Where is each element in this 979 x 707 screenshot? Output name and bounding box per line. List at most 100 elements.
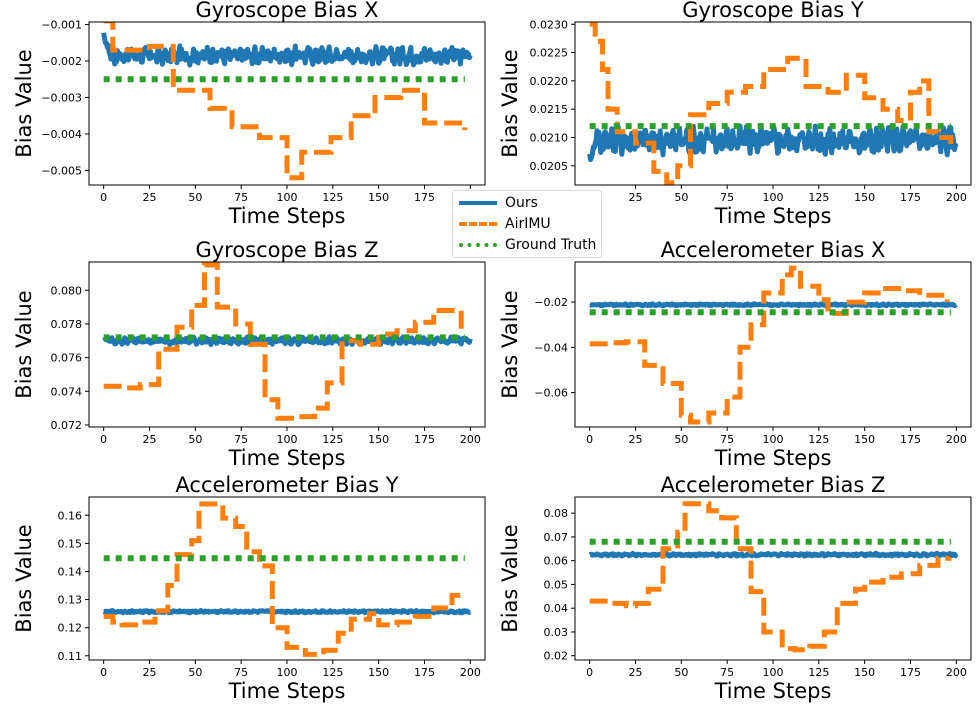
y-tick-label: 0.0215: [530, 103, 569, 116]
y-tick-label: 0.0225: [530, 47, 569, 60]
x-tick-label: 100: [763, 666, 784, 679]
series-line-airimu: [103, 22, 468, 181]
series-line-ours: [588, 301, 958, 309]
x-tick-label: 175: [414, 666, 435, 679]
x-tick-label: 50: [188, 191, 202, 204]
y-tick-label: −0.004: [41, 128, 82, 141]
y-tick-label: 0.0220: [530, 75, 569, 88]
x-tick-label: 125: [322, 666, 343, 679]
x-tick-label: 100: [277, 666, 298, 679]
y-axis-label: Bias Value: [12, 49, 36, 157]
x-tick-label: 125: [808, 433, 829, 446]
x-tick-label: 0: [100, 191, 107, 204]
chart-title: Gyroscope Bias Z: [195, 238, 378, 262]
plot-lines: [587, 22, 959, 185]
x-tick-label: 175: [900, 433, 921, 446]
x-tick-label: 50: [188, 433, 202, 446]
y-tick-label: 0.0210: [530, 131, 569, 144]
y-tick-label: 0.076: [51, 352, 83, 365]
y-axis-label: Bias Value: [498, 524, 522, 632]
legend-swatch-ground-truth: [459, 243, 497, 247]
y-tick-label: 0.11: [58, 650, 83, 663]
y-tick-label: 0.078: [51, 318, 83, 331]
series-line-ours: [101, 32, 473, 68]
x-tick-label: 50: [188, 666, 202, 679]
plot-lines: [102, 501, 472, 657]
legend-label-ours: Ours: [505, 195, 538, 211]
y-tick-label: 0.05: [544, 578, 569, 591]
chart-title: Accelerometer Bias X: [661, 238, 886, 262]
x-tick-label: 150: [368, 191, 389, 204]
x-axis-label: Time Steps: [714, 679, 832, 703]
series-line-airimu: [589, 265, 950, 425]
y-axis-label: Bias Value: [12, 290, 36, 398]
y-axis-label: Bias Value: [498, 49, 522, 157]
x-tick-label: 175: [900, 191, 921, 204]
series-line-ours: [587, 123, 959, 163]
chart-title: Gyroscope Bias Y: [682, 0, 864, 22]
x-tick-label: 25: [143, 191, 157, 204]
x-tick-label: 150: [368, 433, 389, 446]
x-tick-label: 150: [854, 191, 875, 204]
x-tick-label: 0: [100, 433, 107, 446]
y-tick-label: 0.02: [544, 650, 569, 663]
y-tick-label: −0.04: [534, 341, 568, 354]
x-tick-label: 125: [808, 666, 829, 679]
x-tick-label: 25: [629, 191, 643, 204]
legend-swatch-ours: [459, 201, 497, 205]
x-tick-label: 100: [763, 191, 784, 204]
x-tick-label: 125: [808, 191, 829, 204]
y-tick-label: 0.04: [544, 602, 569, 615]
axes-frame: [574, 261, 972, 428]
x-tick-label: 150: [854, 666, 875, 679]
x-tick-label: 125: [322, 433, 343, 446]
y-tick-label: −0.02: [534, 296, 568, 309]
x-tick-label: 175: [900, 666, 921, 679]
plot-lines: [101, 22, 473, 181]
y-tick-label: 0.0205: [530, 160, 569, 173]
legend: Ours AirIMU Ground Truth: [452, 190, 602, 258]
series-line-ours: [588, 550, 959, 559]
axes-frame: [88, 496, 486, 661]
x-axis-label: Time Steps: [714, 204, 832, 228]
subplot-accelerometer-bias-x: 0 25 50 75 100 125 150 175 200 −0.06 −0.04 −0.02 Acc…: [498, 238, 972, 470]
y-tick-label: −0.003: [41, 91, 82, 104]
x-tick-label: 0: [586, 433, 593, 446]
x-tick-label: 100: [277, 191, 298, 204]
plot-lines: [588, 501, 959, 653]
x-tick-label: 75: [234, 191, 248, 204]
x-tick-label: 175: [414, 433, 435, 446]
x-tick-label: 75: [234, 666, 248, 679]
y-axis-label: Bias Value: [12, 524, 36, 632]
x-tick-label: 75: [720, 191, 734, 204]
x-tick-label: 150: [368, 666, 389, 679]
series-line-airimu: [103, 501, 466, 657]
y-axis-label: Bias Value: [498, 290, 522, 398]
x-tick-label: 25: [143, 433, 157, 446]
legend-label-ground-truth: Ground Truth: [505, 237, 597, 253]
y-tick-label: −0.005: [41, 164, 82, 177]
x-tick-label: 0: [100, 666, 107, 679]
x-tick-label: 25: [629, 666, 643, 679]
legend-item-airimu: AirIMU: [459, 214, 551, 234]
x-tick-label: 100: [763, 433, 784, 446]
x-axis-label: Time Steps: [228, 204, 346, 228]
x-axis-label: Time Steps: [714, 446, 832, 470]
axes-frame: [574, 496, 972, 661]
x-tick-label: 150: [854, 433, 875, 446]
y-tick-label: 0.06: [544, 555, 569, 568]
y-tick-label: −0.001: [41, 19, 82, 32]
series-line-airimu: [589, 22, 954, 185]
subplot-gyroscope-bias-z: 0 25 50 75 100 125 150 175 200 0.072 0.074 0.076 0.0…: [12, 238, 486, 470]
y-tick-label: 0.13: [58, 594, 83, 607]
x-tick-label: 25: [629, 433, 643, 446]
chart-title: Accelerometer Bias Z: [661, 473, 886, 497]
subplot-gyroscope-bias-x: 0255075100125150175200−0.005−0.004−0.003…: [12, 0, 486, 228]
series-line-airimu: [589, 501, 952, 653]
y-tick-label: −0.002: [41, 55, 82, 68]
x-tick-label: 125: [322, 191, 343, 204]
x-tick-label: 200: [460, 666, 481, 679]
y-tick-label: 0.0230: [530, 18, 569, 31]
legend-swatch-airimu: [459, 222, 497, 226]
